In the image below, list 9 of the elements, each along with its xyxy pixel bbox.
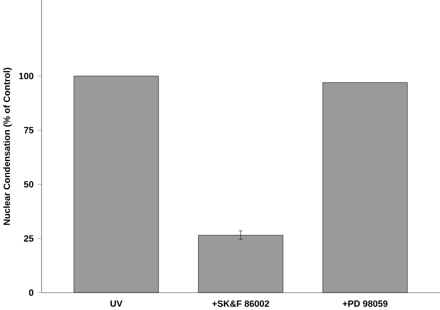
y-tick-label: 0 xyxy=(29,289,34,296)
y-axis-title: Nuclear Condensation (% of Control) xyxy=(3,68,12,225)
y-tick-label: 25 xyxy=(24,235,34,242)
x-tick-label: +SK&F 86002 xyxy=(212,300,270,307)
y-tick-label: 100 xyxy=(19,72,34,80)
y-tick-label: 50 xyxy=(24,181,34,188)
x-tick-label: UV xyxy=(110,300,122,307)
y-tick-label: 75 xyxy=(24,126,34,134)
x-tick-label: +PD 98059 xyxy=(342,300,388,307)
